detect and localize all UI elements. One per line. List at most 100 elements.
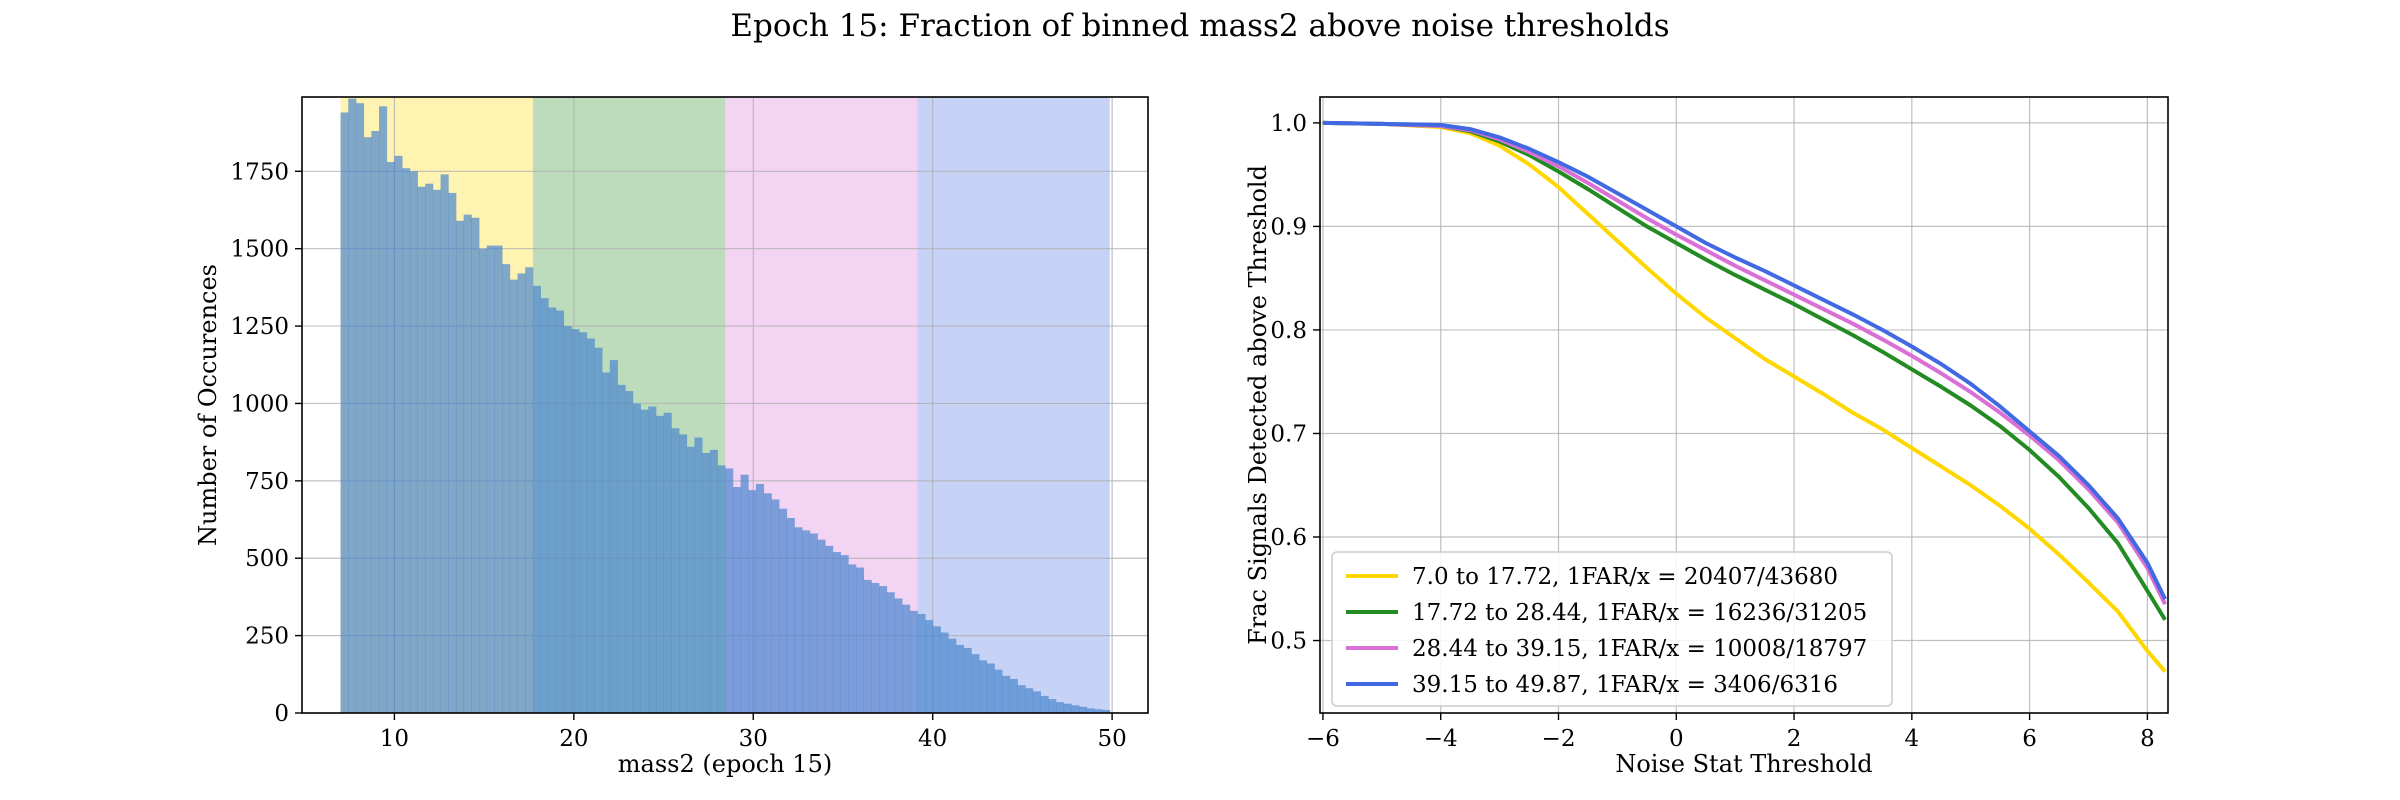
histogram-bar: [386, 162, 395, 714]
histogram-bar: [625, 391, 634, 713]
x-tick-label: −4: [1424, 726, 1458, 752]
histogram-bar: [1086, 708, 1095, 713]
shaded-region-4: [917, 97, 1110, 713]
histogram-bar: [909, 610, 918, 713]
histogram-bar: [648, 406, 657, 713]
histogram-bar: [502, 264, 511, 713]
histogram-bar: [686, 446, 695, 713]
histogram-bar: [832, 552, 841, 713]
histogram-bar: [932, 626, 941, 713]
histogram-bar: [425, 183, 434, 714]
histogram-bar: [871, 582, 880, 713]
series-line-2: [1322, 120, 2167, 621]
figure-title: Epoch 15: Fraction of binned mass2 above…: [730, 8, 1670, 44]
histogram-bar: [663, 412, 672, 713]
histogram-bar: [471, 217, 480, 713]
y-axis-label: Number of Occurences: [194, 264, 222, 546]
series-line-4: [1322, 120, 2167, 600]
y-tick-label: 1500: [230, 237, 289, 263]
histogram-bar: [917, 613, 926, 713]
histogram-bar: [994, 669, 1003, 713]
histogram-bar: [771, 499, 780, 713]
y-tick-label: 1250: [230, 314, 289, 340]
legend-label-2: 17.72 to 28.44, 1FAR/x = 16236/31205: [1412, 600, 1867, 626]
histogram-bar: [848, 564, 857, 713]
x-tick-label: 2: [1787, 726, 1802, 752]
histogram-bar: [1094, 709, 1103, 713]
histogram-bar: [571, 329, 580, 713]
histogram-bar: [455, 220, 465, 713]
histogram-bar: [563, 326, 572, 713]
y-tick-label: 500: [245, 546, 289, 572]
histogram-bar: [371, 131, 380, 714]
histogram-bar: [432, 189, 441, 713]
histogram-bar: [940, 632, 949, 713]
histogram-bar: [779, 508, 788, 713]
histogram-bar: [379, 106, 388, 713]
histogram-bar: [655, 415, 665, 713]
histogram-bar: [594, 347, 603, 713]
plot-frame: [1319, 96, 2169, 714]
histogram-bar: [825, 545, 834, 713]
y-tick-label: 1000: [230, 391, 289, 417]
histogram-bar: [855, 567, 865, 713]
histogram-bar: [679, 434, 688, 713]
histogram-bar: [948, 638, 957, 713]
histogram-bar: [748, 490, 757, 713]
histogram-bar: [732, 487, 741, 713]
histogram-bar: [417, 186, 426, 713]
histogram-bar: [363, 137, 372, 713]
histogram-bar: [1071, 705, 1080, 713]
histogram-bar: [609, 360, 618, 713]
legend-label-1: 7.0 to 17.72, 1FAR/x = 20407/43680: [1412, 564, 1838, 590]
histogram-bar: [986, 663, 995, 713]
histogram-bar: [463, 214, 472, 713]
histogram-bar: [1002, 675, 1011, 713]
legend: 7.0 to 17.72, 1FAR/x = 20407/43680 17.72 …: [1331, 551, 1893, 707]
histogram-bar: [740, 474, 749, 713]
histogram-bar: [1017, 685, 1026, 713]
y-tick-label: 0.6: [1270, 525, 1307, 551]
histogram-bar: [1055, 702, 1065, 713]
histogram-bar: [1040, 695, 1049, 713]
histogram-bar: [925, 620, 934, 713]
y-tick-label: 0.7: [1270, 421, 1307, 447]
threshold-line-chart: −6 −4 −2 0 2 4 6 8 0.5 0.6 0.7 0.8 0.9 1.0 Noise Stat …: [1244, 96, 2169, 778]
x-axis-label: Noise Stat Threshold: [1615, 750, 1872, 778]
histogram-bar: [348, 98, 357, 714]
histogram-bar: [640, 409, 649, 713]
histogram-bar: [517, 273, 526, 713]
x-tick-label: 20: [559, 726, 588, 752]
y-tick-label: 250: [245, 624, 289, 650]
histogram-bar: [894, 598, 903, 713]
y-tick-label: 0.5: [1270, 629, 1307, 655]
histogram-bar: [509, 279, 518, 713]
legend-box: [1331, 551, 1893, 707]
histogram-bar: [409, 171, 418, 714]
histogram-bar: [802, 530, 811, 713]
x-tick-label: 8: [2140, 726, 2155, 752]
x-tick-label: 0: [1669, 726, 1684, 752]
histogram-bar: [763, 493, 772, 713]
histogram-bar: [579, 332, 588, 713]
histogram-bar: [479, 248, 488, 713]
x-tick-label: −2: [1542, 726, 1576, 752]
legend-label-4: 39.15 to 49.87, 1FAR/x = 3406/6316: [1412, 672, 1838, 698]
y-tick-label: 0: [274, 701, 289, 727]
plot-frame: [301, 96, 1149, 714]
legend-label-3: 28.44 to 39.15, 1FAR/x = 10008/18797: [1412, 636, 1867, 662]
histogram-bar: [786, 517, 795, 713]
histogram-bar: [717, 465, 726, 713]
histogram-bar: [1025, 688, 1034, 713]
histogram-bar: [586, 338, 595, 713]
histogram-bar: [702, 452, 711, 713]
series-line-1: [1322, 120, 2167, 673]
y-tick-label: 0.8: [1270, 318, 1307, 344]
histogram-bar: [971, 654, 980, 713]
y-tick-label: 750: [245, 469, 289, 495]
histogram-bar: [340, 112, 349, 713]
histogram-chart: 10 20 30 40 5002505007501000125015001750mass…: [194, 96, 1149, 778]
histogram-bar: [532, 285, 541, 713]
histogram-bar: [555, 310, 565, 713]
